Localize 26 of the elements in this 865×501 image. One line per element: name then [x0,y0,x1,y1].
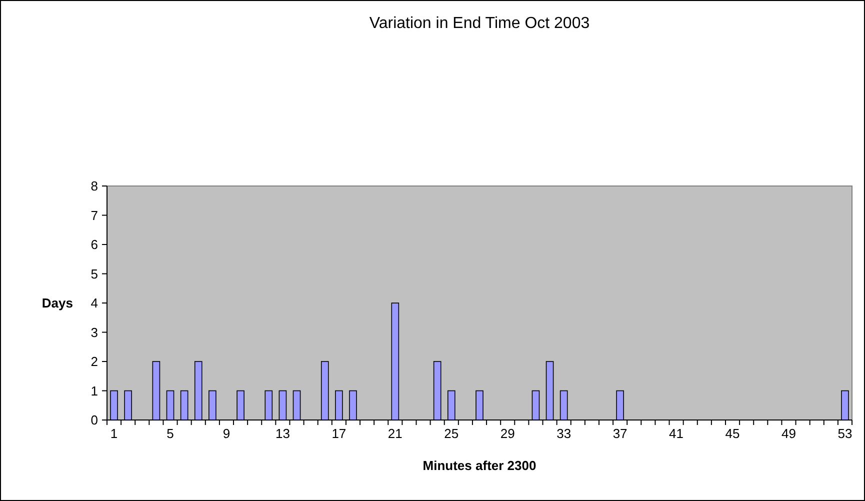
y-tick-label: 3 [90,324,98,340]
x-tick-label: 1 [110,426,118,441]
x-tick-label: 33 [556,426,572,441]
x-tick-label: 45 [725,426,740,441]
y-tick-label: 5 [90,266,98,282]
y-axis-title: Days [42,296,73,311]
x-tick-label: 5 [166,426,174,441]
x-tick-label: 9 [222,426,230,441]
x-tick-label: 37 [612,426,628,441]
x-tick-label: 53 [838,426,852,441]
x-tick-label: 21 [388,426,402,441]
x-tick-label: 41 [669,426,684,441]
y-tick-label: 4 [90,296,98,311]
y-tick-label: 6 [90,237,98,252]
chart-title: Variation in End Time Oct 2003 [369,15,590,32]
x-tick-label: 29 [500,426,515,441]
y-tick-label: 2 [90,354,98,370]
y-tick-label: 1 [90,383,98,398]
x-tick-label: 49 [782,426,796,441]
x-tick-label: 13 [275,426,290,441]
x-tick-label: 17 [332,426,346,441]
y-tick-label: 0 [90,412,98,428]
x-axis-title: Minutes after 2300 [422,458,536,473]
x-tick-label: 25 [444,426,459,441]
y-tick-label: 8 [90,178,98,194]
y-tick-label: 7 [90,208,98,223]
